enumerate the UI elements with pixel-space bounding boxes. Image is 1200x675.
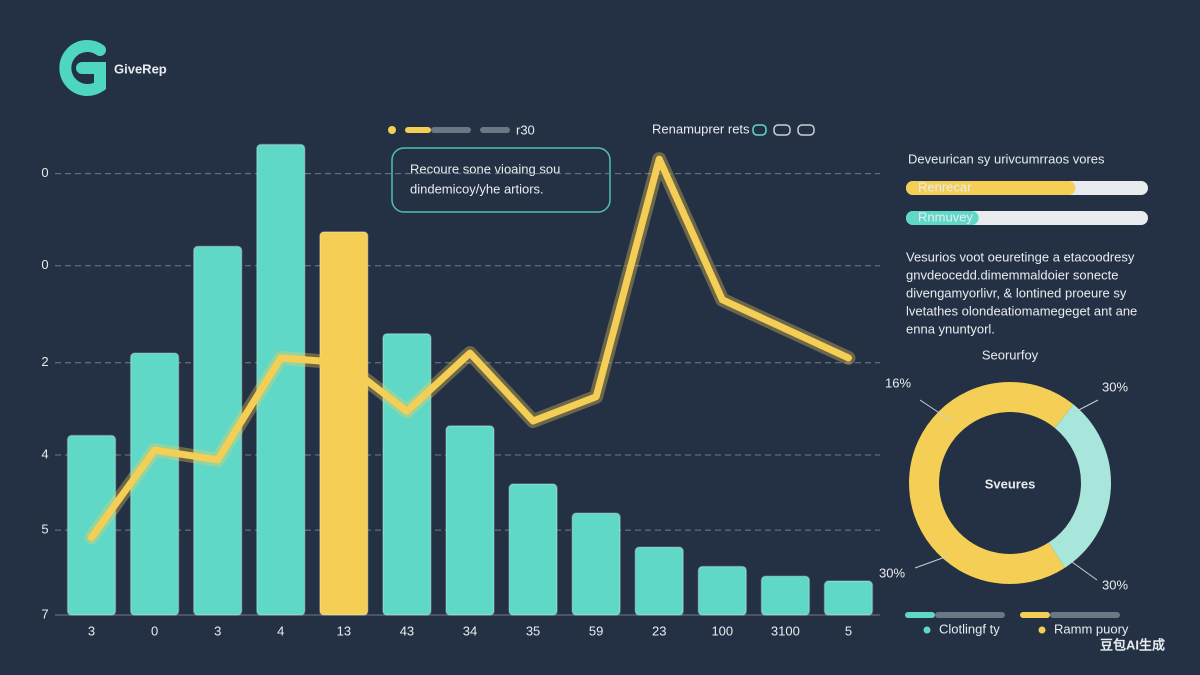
x-tick-label: 5 (845, 623, 852, 638)
x-tick-label: 3 (214, 623, 221, 638)
progress-label: Renrecar (918, 179, 972, 194)
panel-text: gnvdeocedd.dimemmaldoier sonecte (906, 267, 1118, 282)
bar (571, 512, 621, 616)
x-tick-label: 3100 (771, 623, 800, 638)
logo-icon (59, 40, 106, 96)
annotation-line: Recoure sone vioaing sou (410, 161, 560, 176)
panel-text: enna ynuntyorl. (906, 321, 995, 336)
callout-line (1071, 561, 1098, 581)
x-tick-label: 23 (652, 623, 666, 638)
panel-title: Deveurican sy urivcumrraos vores (908, 151, 1105, 166)
donut-title: Seorurfoy (982, 347, 1039, 362)
legend-label: Clotlingf ty (939, 621, 1000, 636)
side-panel: Deveurican sy urivcumrraos vores Renreca… (906, 151, 1148, 336)
bar (634, 546, 684, 616)
x-tick-label: 100 (711, 623, 733, 638)
bar (319, 231, 369, 616)
legend-track (935, 612, 1005, 618)
legend-label: r30 (516, 122, 535, 137)
bar (445, 425, 495, 616)
legend-label: Renamuprer rets (652, 121, 750, 136)
progress-value: 3 (1130, 210, 1137, 225)
legend-pill (480, 127, 510, 133)
annotation-line: dindemicoy/yhe artiors. (410, 181, 544, 196)
legend-swatch (1020, 612, 1050, 618)
legend-pill (405, 127, 431, 133)
bar (382, 332, 432, 616)
progress-fill (906, 211, 979, 225)
legend-dot (1038, 626, 1046, 634)
logo: GiveRep (59, 40, 167, 96)
legend-toggle[interactable] (797, 124, 815, 136)
y-tick-label: 4 (41, 446, 48, 461)
x-tick-label: 13 (337, 623, 351, 638)
donut-segment (909, 382, 1074, 584)
legend-toggle[interactable] (752, 124, 767, 136)
y-tick-label: 0 (41, 165, 48, 180)
legend-track (1050, 612, 1120, 618)
annotation-box: Recoure sone vioaing sou dindemicoy/yhe … (391, 147, 611, 213)
legend-swatch (905, 612, 935, 618)
progress-value: 7 (1130, 180, 1137, 195)
progress-label: Rnmuvey (918, 209, 973, 224)
line (88, 155, 852, 541)
logo-text: GiveRep (114, 61, 167, 76)
bar (760, 575, 811, 616)
callout-label: 16% (885, 375, 911, 390)
donut-chart: Seorurfoy Sveures 16% 30% 30% 30% (879, 347, 1128, 592)
bar (697, 565, 748, 616)
x-tick-label: 3 (88, 623, 95, 638)
legend-dot (388, 126, 396, 134)
y-tick-label: 0 (41, 257, 48, 272)
donut-center-label: Sveures (985, 476, 1036, 491)
callout-line (1074, 399, 1099, 413)
legend-pill (431, 127, 471, 133)
callout-label: 30% (1102, 379, 1128, 394)
y-tick-label: 2 (41, 354, 48, 369)
bar (192, 245, 243, 616)
y-tick-label: 7 (41, 606, 48, 621)
panel-text: Vesurios voot oeuretinge a etacoodresy (906, 249, 1135, 264)
annotation-frame (391, 147, 611, 213)
bar (256, 143, 306, 616)
callout-label: 30% (879, 565, 905, 580)
x-tick-label: 43 (400, 623, 414, 638)
callout-label: 30% (1102, 577, 1128, 592)
x-tick-label: 34 (463, 623, 477, 638)
legend-label: Ramm puory (1054, 621, 1129, 636)
bar (508, 483, 558, 616)
panel-text: lvetathes olondeatiomamegeget ant ane (906, 303, 1137, 318)
x-tick-label: 0 (151, 623, 158, 638)
callout-line (914, 555, 949, 569)
callout-line (919, 399, 951, 421)
panel-text: divengamyorlivr, & lontined proeure sy (906, 285, 1127, 300)
bar (823, 580, 874, 616)
legend-toggle[interactable] (773, 124, 791, 136)
donut-segment (1048, 404, 1111, 568)
x-tick-label: 59 (589, 623, 603, 638)
x-tick-label: 35 (526, 623, 540, 638)
watermark: 豆包AI生成 (1100, 637, 1165, 652)
bar (66, 434, 117, 616)
x-tick-label: 4 (277, 623, 284, 638)
bottom-legend: Clotlingf ty Ramm puory (905, 612, 1129, 636)
y-tick-label: 5 (41, 522, 48, 537)
legend-dot (923, 626, 931, 634)
top-legend: r30 Renamuprer rets (388, 121, 815, 137)
progress-fill (906, 181, 1076, 195)
